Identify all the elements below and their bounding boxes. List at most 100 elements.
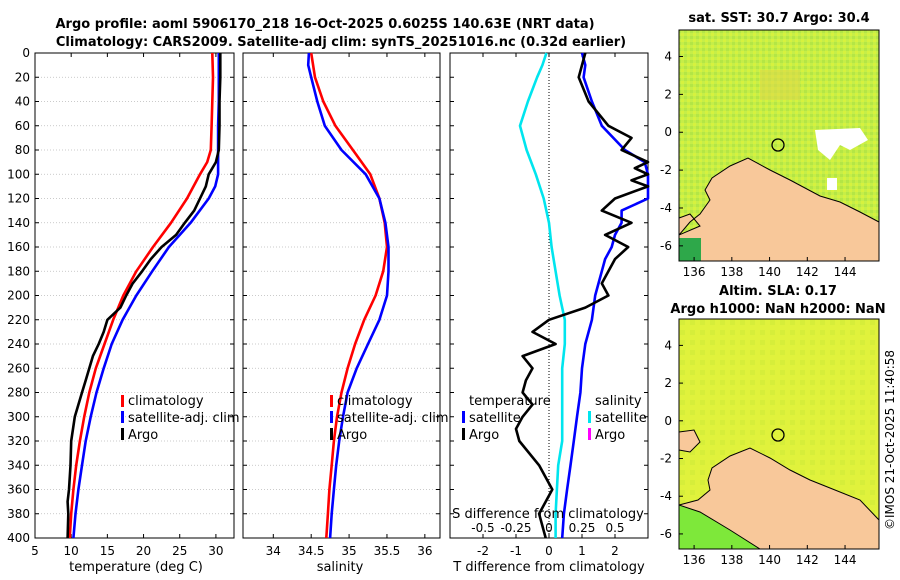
- y-tick-label: 40: [15, 95, 30, 109]
- map-x-tick-label: 140: [758, 553, 781, 567]
- salinity-legend: climatology satellite-adj. clim Argo: [330, 394, 449, 443]
- y-tick-label: 260: [7, 361, 30, 375]
- x-tick-label: 20: [136, 544, 151, 558]
- legend-label: satellite: [595, 411, 647, 426]
- sst-map-ticks: 136 138 140 142 144 4 2 0 -2 -4 -6: [660, 50, 856, 279]
- map-x-tick-label: 142: [796, 265, 819, 279]
- x-tick-label-salinity: 0.25: [569, 521, 596, 535]
- legend-swatch-s-satellite: [588, 411, 591, 423]
- y-tick-label: 300: [7, 410, 30, 424]
- map-x-tick-label: 140: [758, 265, 781, 279]
- series-line-s-satellite: [518, 52, 567, 538]
- difference-legend: temperature satellite Argo salinity sate…: [462, 394, 647, 443]
- difference-xlabel-salinity: S difference from climatology: [452, 507, 644, 522]
- x-tick-label: -1: [510, 544, 522, 558]
- sst-land: [679, 157, 879, 261]
- legend-label: Argo: [128, 428, 158, 443]
- difference-xlabel: T difference from climatology: [452, 560, 645, 575]
- map-x-tick-label: 138: [720, 553, 743, 567]
- series-line-satellite-adj-clim: [306, 52, 390, 539]
- sla-map-title-line2: Argo h1000: NaN h2000: NaN: [670, 302, 885, 317]
- map-y-tick-label: 4: [664, 50, 672, 64]
- y-tick-label: 80: [15, 143, 30, 157]
- y-tick-label: 60: [15, 119, 30, 133]
- y-tick-label: 360: [7, 483, 30, 497]
- y-tick-label: 160: [7, 240, 30, 254]
- figure-title-line2: Climatology: CARS2009. Satellite-adj cli…: [56, 35, 626, 50]
- map-y-tick-label: 0: [664, 125, 672, 139]
- legend-swatch-argo: [330, 428, 333, 440]
- imos-credit: ©IMOS 21-Oct-2025 11:40:58: [883, 350, 897, 530]
- argo-float-marker: [771, 138, 785, 152]
- temperature-xlabel: temperature (deg C): [69, 560, 203, 575]
- sst-map: [679, 30, 879, 261]
- y-tick-label: 220: [7, 313, 30, 327]
- y-tick-label: 380: [7, 507, 30, 521]
- y-tick-label: 120: [7, 192, 30, 206]
- map-y-tick-label: -4: [660, 489, 672, 503]
- map-y-tick-label: 0: [664, 414, 672, 428]
- sla-map-frame: [678, 318, 880, 550]
- x-tick-label-salinity: 0.5: [605, 521, 624, 535]
- x-tick-label: 36: [417, 544, 432, 558]
- x-tick-label: 2: [611, 544, 619, 558]
- x-tick-label: 34: [266, 544, 281, 558]
- sla-map-title-line1: Altim. SLA: 0.17: [719, 284, 837, 299]
- legend-swatch-t-satellite: [462, 411, 465, 423]
- map-y-tick-label: -6: [660, 239, 672, 253]
- temperature-legend: climatology satellite-adj. clim Argo: [121, 394, 240, 443]
- legend-swatch-t-argo: [462, 428, 465, 440]
- map-x-tick-label: 138: [720, 265, 743, 279]
- sst-missing-data: [815, 128, 868, 160]
- map-x-tick-label: 136: [683, 265, 706, 279]
- legend-label: satellite-adj. clim: [337, 411, 449, 426]
- sst-cool-patch: [679, 238, 701, 261]
- legend-title-temperature: temperature: [469, 394, 551, 409]
- sst-map-frame: [678, 29, 880, 262]
- map-y-tick-label: 2: [664, 376, 672, 390]
- plot-frame: [242, 52, 441, 539]
- map-y-tick-label: 2: [664, 87, 672, 101]
- x-tick-label: 10: [64, 544, 79, 558]
- y-tick-label: 320: [7, 434, 30, 448]
- y-tick-label: 20: [15, 70, 30, 84]
- x-tick-label: 15: [100, 544, 115, 558]
- x-tick-label: 25: [172, 544, 187, 558]
- x-tick-label: -2: [477, 544, 489, 558]
- legend-swatch-climatology: [121, 395, 124, 407]
- map-y-tick-label: 4: [664, 338, 672, 352]
- figure-title-line1: Argo profile: aoml 5906170_218 16-Oct-20…: [55, 17, 594, 32]
- legend-swatch-satellite: [330, 411, 333, 423]
- x-tick-label: 35.5: [374, 544, 401, 558]
- temperature-panel: 0 20 40 60 80 100 120 140 160 180 200 220 240 260 280 3…: [7, 46, 235, 558]
- x-tick-label: 35: [341, 544, 356, 558]
- series-line-t-argo: [514, 52, 650, 539]
- legend-label: climatology: [337, 394, 413, 409]
- x-tick-label-salinity: -0.25: [500, 521, 531, 535]
- legend-label: climatology: [128, 394, 204, 409]
- legend-label: Argo: [337, 428, 367, 443]
- y-tick-label: 240: [7, 337, 30, 351]
- sla-land: [679, 429, 879, 549]
- y-tick-label: 340: [7, 458, 30, 472]
- x-tick-label: 0: [545, 544, 553, 558]
- sla-map-ticks: 136 138 140 142 144 4 2 0 -2 -4 -6: [660, 338, 856, 567]
- map-x-tick-label: 144: [834, 553, 857, 567]
- map-y-tick-label: -6: [660, 527, 672, 541]
- y-tick-label: 0: [22, 46, 30, 60]
- sst-warm-patch: [760, 70, 800, 100]
- series-line-climatology: [68, 52, 215, 539]
- y-tick-label: 400: [7, 531, 30, 545]
- sst-map-title: sat. SST: 30.7 Argo: 30.4: [688, 11, 869, 26]
- y-tick-label: 200: [7, 289, 30, 303]
- sla-map: [679, 319, 879, 549]
- map-x-tick-label: 144: [834, 265, 857, 279]
- map-y-tick-label: -2: [660, 163, 672, 177]
- map-y-tick-label: -4: [660, 201, 672, 215]
- x-tick-label-salinity: -0.5: [471, 521, 494, 535]
- argo-float-marker: [771, 428, 785, 442]
- sst-missing-data: [827, 178, 837, 190]
- legend-label: Argo: [469, 428, 499, 443]
